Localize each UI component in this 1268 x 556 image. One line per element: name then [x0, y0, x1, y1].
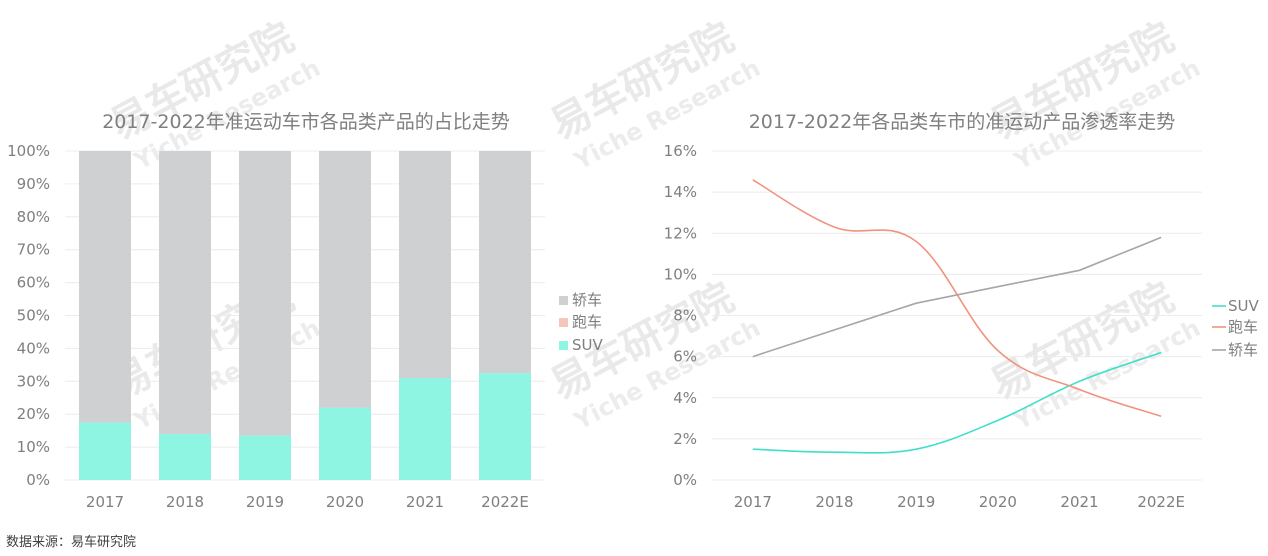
y-tick-label: 12%	[664, 224, 697, 242]
stacked-bar-chart: 0% 10% 20% 30% 40% 50% 60% 70% 80% 90% 100% 2017 201…	[7, 142, 603, 511]
legend-label: 轿车	[1228, 341, 1258, 359]
bar-segment-sedan	[79, 151, 131, 423]
y-tick-label: 40%	[17, 339, 50, 357]
y-tick-label: 20%	[17, 405, 50, 423]
y-tick-label: 70%	[17, 241, 50, 259]
bar-segment-suv	[159, 433, 211, 480]
x-tick-label: 2020	[979, 493, 1017, 511]
y-tick-label: 14%	[664, 183, 697, 201]
line-chart: 0% 2% 4% 6% 8% 10% 12% 14% 16% 2017 2018 2019 2020 20…	[664, 142, 1260, 511]
y-tick-label: 16%	[664, 142, 697, 160]
chart2-title: 2017-2022年各品类车市的准运动产品渗透率走势	[749, 111, 1176, 133]
x-tick-label: 2019	[897, 493, 935, 511]
legend-label: 跑车	[1228, 318, 1258, 336]
x-tick-label: 2018	[166, 493, 204, 511]
y-tick-label: 50%	[17, 307, 50, 325]
y-tick-label: 0%	[673, 471, 697, 489]
bar-segment-sedan	[319, 151, 371, 408]
x-tick-label: 2022E	[1137, 493, 1185, 511]
chart1-title: 2017-2022年准运动车市各品类产品的占比走势	[102, 111, 510, 133]
legend-swatch	[559, 318, 568, 327]
y-tick-label: 80%	[17, 208, 50, 226]
legend-label: 跑车	[572, 313, 602, 331]
x-tick-label: 2017	[734, 493, 772, 511]
y-tick-label: 0%	[26, 471, 50, 489]
x-tick-label: 2018	[815, 493, 853, 511]
bar-segment-sedan	[479, 151, 531, 374]
y-tick-label: 8%	[673, 307, 697, 325]
legend-label: SUV	[1228, 297, 1260, 315]
y-tick-label: 2%	[673, 430, 697, 448]
x-tick-label: 2019	[246, 493, 284, 511]
y-tick-label: 4%	[673, 389, 697, 407]
x-tick-label: 2017	[86, 493, 124, 511]
bar-segment-sedan	[239, 151, 291, 436]
y-tick-label: 6%	[673, 348, 697, 366]
source-note: 数据来源：易车研究院	[6, 535, 137, 550]
x-tick-label: 2021	[406, 493, 444, 511]
y-tick-label: 30%	[17, 372, 50, 390]
legend-label: SUV	[572, 336, 604, 354]
legend-label: 轿车	[572, 291, 602, 309]
y-tick-label: 10%	[664, 265, 697, 283]
y-tick-label: 10%	[17, 438, 50, 456]
y-tick-label: 90%	[17, 175, 50, 193]
bar-segment-suv	[399, 378, 451, 480]
bar-segment-suv	[479, 373, 531, 480]
y-tick-label: 60%	[17, 274, 50, 292]
y-tick-label: 100%	[7, 142, 50, 160]
x-tick-label: 2022E	[481, 493, 529, 511]
legend-swatch	[559, 341, 568, 350]
x-tick-label: 2020	[326, 493, 364, 511]
legend-swatch	[559, 296, 568, 305]
x-tick-label: 2021	[1060, 493, 1098, 511]
series-line-suv	[752, 351, 1162, 454]
bar-segment-suv	[79, 422, 131, 480]
bar-segment-suv	[239, 435, 291, 480]
bar-segment-suv	[319, 407, 371, 480]
bar-segment-sedan	[399, 151, 451, 379]
series-line-sedan	[752, 236, 1162, 358]
bar-segment-sedan	[159, 151, 211, 434]
